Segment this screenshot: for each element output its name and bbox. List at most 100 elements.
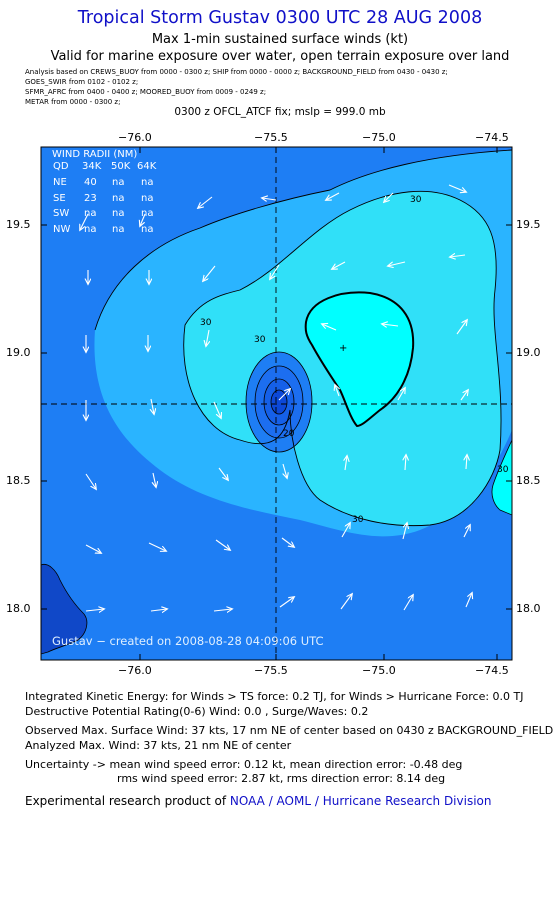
contour-line: [183, 190, 502, 526]
uncertainty-rms-line: rms wind speed error: 2.87 kt, rms direc…: [117, 772, 446, 785]
lon-tick-label: −74.5: [475, 664, 509, 677]
wind-vector-arrow: [326, 192, 340, 200]
source-line: METAR from 0000 - 0300 z;: [25, 98, 121, 106]
wind-vector-arrow: [460, 390, 468, 401]
wind-radii-header: QD: [53, 161, 69, 172]
wind-radii-cell: na: [84, 208, 96, 219]
wind-vector-arrow: [384, 192, 394, 202]
lon-tick-label: −76.0: [118, 664, 152, 677]
wind-radii-cell: na: [141, 177, 153, 188]
wind-vector-arrow: [340, 594, 352, 610]
wind-vector-arrow: [148, 542, 166, 551]
wind-vector-arrow: [279, 597, 294, 608]
wind-vector-arrow: [151, 398, 154, 414]
wind-vector-arrow: [448, 184, 466, 192]
wind-radii-title: WIND RADII (NM): [52, 149, 137, 160]
wind-radii-cell: na: [141, 208, 153, 219]
map-subtitle-exposure: Valid for marine exposure over water, op…: [50, 49, 510, 64]
wind-radii-cell: na: [112, 177, 124, 188]
wind-vector-arrow: [466, 455, 467, 470]
lon-tick-label: −76.0: [118, 131, 152, 144]
core-contour: [254, 365, 304, 439]
wind-radii-cell: NE: [53, 177, 67, 188]
ike-line: Integrated Kinetic Energy: for Winds > T…: [25, 690, 524, 703]
fix-line: 0300 z OFCL_ATCF fix; mslp = 999.0 mb: [174, 106, 386, 118]
max-wind-marker: +: [339, 343, 347, 354]
wind-vector-arrow: [278, 389, 290, 401]
wind-vector-arrow: [335, 385, 339, 397]
wind-vector-arrow: [402, 523, 407, 540]
lat-tick-label: 19.5: [6, 218, 31, 231]
wind-vector-arrow: [281, 537, 294, 547]
wind-vector-arrow: [150, 609, 167, 611]
contour-label: 30: [410, 195, 422, 205]
wind-vector-arrow: [198, 196, 213, 208]
wind-vector-arrow: [218, 467, 228, 480]
lon-tick-label: −75.5: [254, 664, 288, 677]
wind-radii-header: 64K: [137, 161, 157, 172]
wind-vector-arrow: [283, 463, 287, 478]
contour-label: 30: [200, 318, 212, 328]
dpr-line: Destructive Potential Rating(0-6) Wind: …: [25, 705, 369, 718]
wind-vector-arrow: [215, 539, 230, 550]
wind-radii-table: WIND RADII (NM) QD 34K 50K 64K NE 40 na …: [52, 149, 157, 235]
lon-tick-label: −75.0: [362, 131, 396, 144]
wind-vector-arrow: [85, 609, 104, 611]
wind-vector-arrow: [463, 525, 470, 538]
lon-tick-label: −75.0: [362, 664, 396, 677]
lat-tick-label: 18.0: [516, 602, 541, 615]
source-line: Analysis based on CREWS_BUOY from 0000 -…: [25, 68, 448, 76]
lon-tick-label: −74.5: [475, 131, 509, 144]
lat-tick-label: 18.5: [6, 474, 31, 487]
lat-tick-label: 18.5: [516, 474, 541, 487]
core-contour: [245, 351, 313, 453]
wind-vector-arrow: [203, 265, 216, 281]
source-line: SFMR_AFRC from 0400 - 0400 z; MOORED_BUO…: [25, 88, 267, 96]
wind-vector-arrow: [85, 473, 96, 489]
contour-label: 30: [352, 515, 364, 525]
wind-vector-arrow: [388, 262, 406, 266]
map-title: Tropical Storm Gustav 0300 UTC 28 AUG 20…: [77, 8, 483, 28]
wind-radii-header: 50K: [111, 161, 131, 172]
wind-vector-arrow: [397, 388, 405, 401]
source-line: GOES_SWIR from 0102 - 0102 z;: [25, 78, 139, 86]
wind-vector-arrow: [140, 213, 146, 226]
wind-radii-cell: na: [84, 224, 96, 235]
wind-vectors: [80, 184, 472, 611]
footer-prefix: Experimental research product of: [25, 794, 230, 808]
wind-vector-arrow: [213, 401, 221, 418]
wind-radii-header: 34K: [82, 161, 102, 172]
lat-tick-label: 19.0: [6, 346, 31, 359]
land-cuba-tip: [491, 439, 512, 516]
wind-vector-arrow: [332, 261, 346, 269]
wind-vector-arrow: [206, 329, 209, 346]
lat-tick-label: 18.0: [6, 602, 31, 615]
wind-radii-cell: na: [141, 224, 153, 235]
hrd-link[interactable]: NOAA / AOML / Hurricane Research Divisio…: [229, 794, 492, 808]
wind-vector-arrow: [456, 320, 467, 335]
footer: Experimental research product of NOAA / …: [25, 794, 491, 808]
wind-vector-arrow: [153, 472, 156, 487]
wind-radii-cell: na: [112, 224, 124, 235]
wind-radii-cell: NW: [53, 224, 70, 235]
wind-radii-cell: SW: [53, 208, 69, 219]
wind-radii-cell: 23: [84, 193, 97, 204]
contour-line: [94, 149, 512, 331]
wind-radii-cell: na: [112, 208, 124, 219]
uncertainty-line: Uncertainty -> mean wind speed error: 0.…: [25, 758, 463, 771]
wind-vector-arrow: [403, 595, 413, 611]
wind-vector-arrow: [262, 198, 277, 200]
wind-radii-cell: 40: [84, 177, 97, 188]
contour-label: 30: [254, 335, 266, 345]
map-credit: Gustav − created on 2008-08-28 04:09:06 …: [52, 634, 324, 648]
lon-tick-label: −75.5: [254, 131, 288, 144]
wind-radii-cell: na: [112, 193, 124, 204]
wind-vector-arrow: [213, 609, 232, 611]
contour-label: 20: [283, 429, 295, 439]
wind-radii-cell: na: [141, 193, 153, 204]
contour-label: 30: [497, 465, 509, 475]
wind-vector-arrow: [450, 255, 466, 257]
wind-vector-arrow: [322, 324, 337, 331]
wind-vector-arrow: [80, 213, 89, 230]
